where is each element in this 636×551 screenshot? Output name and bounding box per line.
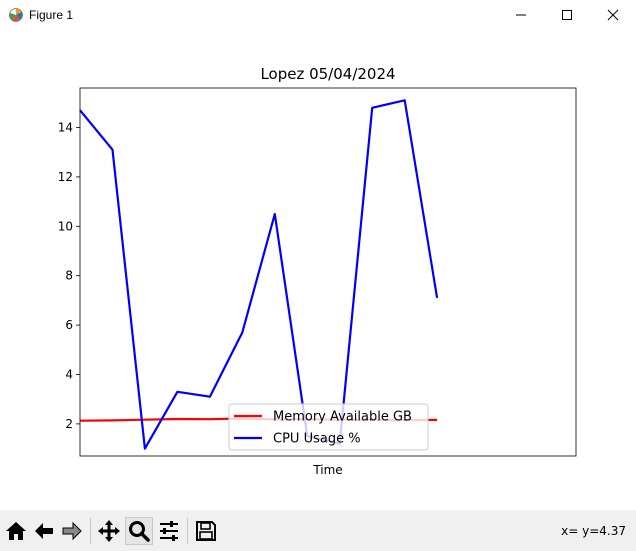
y-tick-label: 4 [65,367,73,381]
move-icon [98,520,120,542]
navigation-toolbar: x= y=4.37 [0,510,636,551]
figure-canvas[interactable]: Lopez 05/04/2024 Time 2 4 6 8 10 12 14 Memory … [0,30,636,510]
save-icon [196,521,216,541]
home-icon [6,522,26,540]
magnifier-icon [129,521,150,542]
legend-label: CPU Usage % [273,432,361,447]
y-tick-label: 6 [65,318,73,332]
subplots-button[interactable] [156,518,182,544]
matplotlib-app-icon [9,8,23,22]
y-axis-ticks: 2 4 6 8 10 12 14 [58,121,80,431]
maximize-icon [562,10,572,20]
home-button[interactable] [3,518,29,544]
maximize-button[interactable] [544,0,590,30]
legend-label: Memory Available GB [273,410,412,425]
toolbar-separator [187,518,188,544]
back-button[interactable] [31,518,57,544]
close-button[interactable] [590,0,636,30]
window-title: Figure 1 [29,8,74,22]
series-layer [79,99,439,450]
sliders-icon [160,521,178,541]
zoom-button[interactable] [125,517,153,545]
line-chart[interactable]: Lopez 05/04/2024 Time 2 4 6 8 10 12 14 Memory … [0,30,636,510]
arrow-left-icon [35,523,53,539]
cursor-coordinates: x= y=4.37 [561,524,626,538]
y-tick-label: 8 [65,269,73,283]
chart-legend: Memory Available GB CPU Usage % [228,403,429,451]
save-button[interactable] [193,518,219,544]
close-icon [607,9,619,21]
window-titlebar: Figure 1 [0,0,636,30]
x-axis-label: Time [312,463,342,477]
plot-frame [79,87,577,457]
toolbar-separator [90,518,91,544]
y-tick-label: 12 [58,170,73,184]
chart-title: Lopez 05/04/2024 [260,65,395,83]
y-tick-label: 2 [65,417,73,431]
minimize-icon [516,14,526,16]
y-tick-label: 14 [58,121,73,135]
series-line-1 [79,99,439,450]
legend-box [228,403,429,451]
minimize-button[interactable] [498,0,544,30]
forward-button[interactable] [59,518,85,544]
y-tick-label: 10 [58,219,73,233]
pan-button[interactable] [96,518,122,544]
arrow-right-icon [62,521,82,541]
